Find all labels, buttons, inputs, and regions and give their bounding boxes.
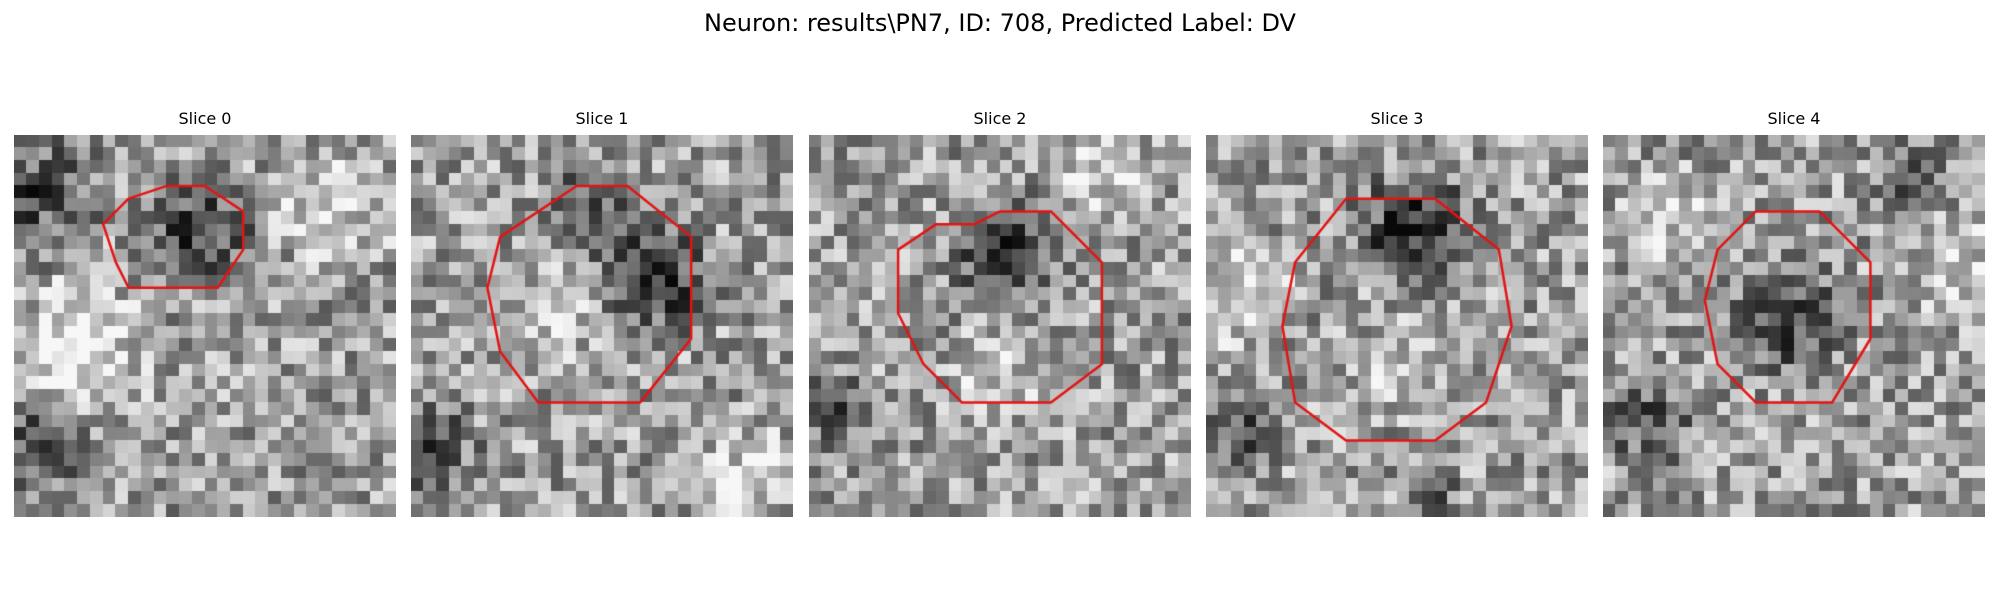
slice-title: Slice 3 bbox=[1370, 109, 1424, 128]
slice-image bbox=[1603, 135, 1985, 517]
slice-panel: Slice 0 bbox=[14, 108, 396, 517]
figure-title: Neuron: results\PN7, ID: 708, Predicted … bbox=[704, 9, 1296, 37]
slice-image bbox=[411, 135, 793, 517]
slice-title: Slice 0 bbox=[178, 109, 232, 128]
slice-title: Slice 4 bbox=[1767, 109, 1821, 128]
slice-title: Slice 2 bbox=[973, 109, 1027, 128]
slice-title: Slice 1 bbox=[575, 109, 629, 128]
slice-image bbox=[14, 135, 396, 517]
slice-panel: Slice 3 bbox=[1206, 108, 1588, 517]
slice-panel: Slice 1 bbox=[411, 108, 793, 517]
slice-image bbox=[1206, 135, 1588, 517]
slice-panel: Slice 4 bbox=[1603, 108, 1985, 517]
slice-panel: Slice 2 bbox=[809, 108, 1191, 517]
slice-image bbox=[809, 135, 1191, 517]
